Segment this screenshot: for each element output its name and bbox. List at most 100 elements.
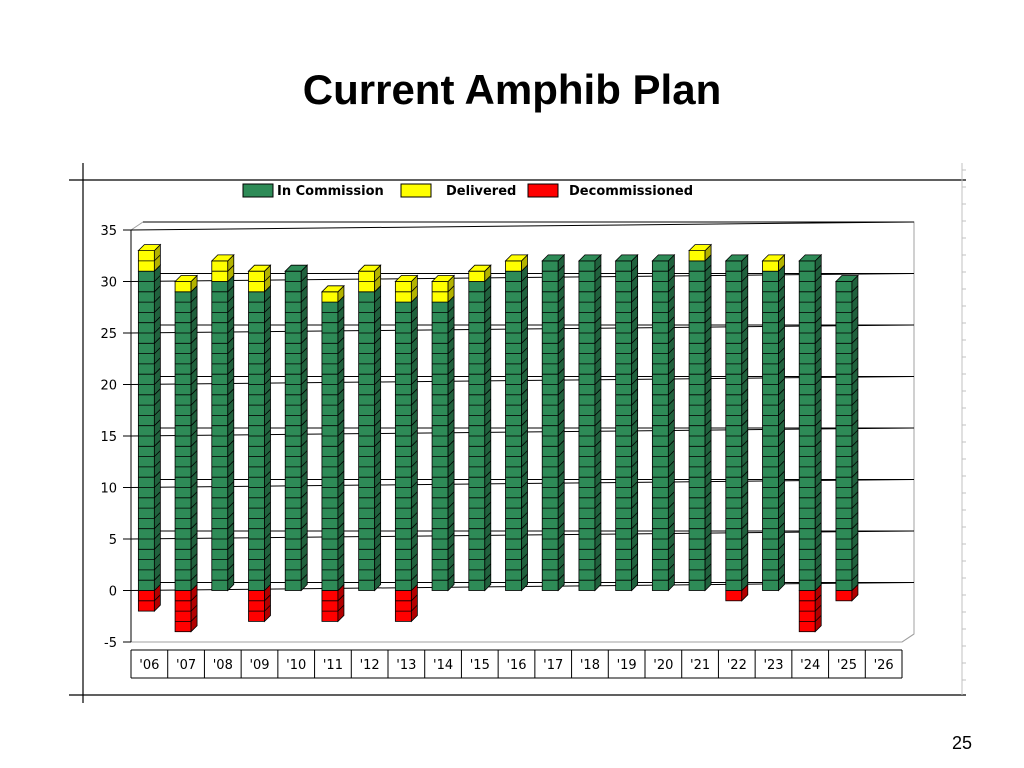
- bar-in-commission-face: [248, 291, 265, 591]
- x-tick-label: '17: [543, 658, 563, 673]
- bar-in-commission-unit-line: [264, 295, 271, 303]
- bar-in-commission-unit-line: [190, 429, 198, 437]
- bar-in-commission-unit-line: [704, 326, 712, 334]
- bar-in-commission-unit-line: [484, 450, 492, 457]
- bar-in-commission-unit-line: [300, 337, 308, 344]
- bar-in-commission-unit-line: [154, 543, 161, 550]
- bar-in-commission-unit-line: [190, 512, 198, 519]
- bar-in-commission-unit-line: [557, 367, 565, 375]
- bar-in-commission: [174, 284, 198, 592]
- bar-in-commission-unit-line: [337, 388, 345, 396]
- bar-in-commission-unit-line: [411, 553, 418, 560]
- bar-in-commission-unit-line: [778, 553, 785, 560]
- bar-in-commission-unit-line: [300, 378, 308, 385]
- bar-in-commission-unit-line: [704, 378, 712, 385]
- bar-in-commission-unit-line: [594, 573, 602, 581]
- bar-in-commission-unit-line: [778, 573, 785, 581]
- bar-in-commission-unit-line: [337, 522, 345, 529]
- bar-in-commission-unit-line: [521, 285, 528, 293]
- bar-in-commission-unit-line: [447, 367, 455, 375]
- bar-top-cap: [137, 244, 162, 252]
- bar-top-cap: [320, 285, 345, 293]
- bar-in-commission-unit-line: [300, 419, 308, 426]
- bar-in-commission-unit-line: [557, 378, 565, 385]
- bar-in-commission-unit-line: [447, 388, 455, 396]
- bar-in-commission-unit-line: [778, 512, 785, 519]
- bar-in-commission-unit-line: [851, 563, 859, 571]
- bar-in-commission-unit-line: [741, 306, 749, 313]
- bar-in-commission-unit-line: [741, 275, 749, 282]
- bar-in-commission-unit-line: [411, 491, 418, 499]
- x-tick-label: '08: [213, 658, 233, 673]
- bar-in-commission-unit-line: [668, 460, 675, 468]
- bar-in-commission-unit-line: [227, 398, 235, 406]
- bar-in-commission-unit-line: [337, 573, 345, 581]
- bar-in-commission-unit-line: [704, 440, 712, 447]
- bar-in-commission-unit-line: [594, 522, 602, 529]
- bar-in-commission-unit-line: [814, 275, 822, 282]
- bar-in-commission-unit-line: [778, 378, 785, 385]
- bar-in-commission-unit-line: [227, 553, 235, 560]
- bar-in-commission-unit-line: [704, 573, 712, 581]
- bar-in-commission-unit-line: [374, 337, 381, 344]
- bar-in-commission-unit-line: [778, 532, 785, 540]
- bar-in-commission-unit-line: [190, 573, 198, 581]
- x-tick-label: '12: [360, 658, 380, 673]
- bar-in-commission-unit-line: [631, 522, 638, 529]
- bar-in-commission-unit-line: [631, 367, 638, 375]
- bar-in-commission-unit-line: [264, 573, 271, 581]
- bar-in-commission-unit-line: [668, 470, 675, 478]
- bar-top-cap: [431, 275, 456, 282]
- bar-top-cap: [688, 244, 713, 252]
- bar-in-commission-unit-line: [337, 553, 345, 560]
- bar-in-commission-unit-line: [374, 512, 381, 519]
- bar-in-commission-unit-line: [337, 378, 345, 385]
- bar-in-commission-unit-line: [557, 316, 565, 323]
- bar-in-commission-unit-line: [557, 553, 565, 560]
- bar-in-commission-unit-line: [668, 553, 675, 560]
- bar-in-commission-unit-line: [521, 450, 528, 457]
- bar-in-commission-unit-line: [521, 491, 528, 499]
- bar-in-commission-unit-line: [447, 543, 455, 550]
- bar-in-commission-unit-line: [264, 491, 271, 499]
- bar-in-commission-side: [374, 284, 382, 592]
- bar-in-commission-unit-line: [154, 532, 161, 540]
- bar-decommissioned-unit-line: [411, 594, 418, 602]
- bar-in-commission-unit-line: [594, 481, 602, 488]
- bar-delivered-face: [762, 260, 779, 272]
- bar-in-commission-unit-line: [154, 563, 161, 571]
- bar-in-commission-unit-line: [668, 409, 675, 416]
- bar-in-commission-unit-line: [374, 306, 381, 313]
- bar-top-cap: [577, 254, 602, 262]
- bar-in-commission-unit-line: [594, 285, 602, 293]
- bar-in-commission-unit-line: [631, 481, 638, 488]
- bar-in-commission-unit-line: [557, 409, 565, 416]
- bar-in-commission-unit-line: [814, 563, 822, 571]
- bar-in-commission-unit-line: [814, 440, 822, 447]
- bar-in-commission-unit-line: [557, 388, 565, 396]
- bar-in-commission-unit-line: [851, 409, 859, 416]
- bar-in-commission-unit-line: [594, 553, 602, 560]
- bar-in-commission-unit-line: [190, 326, 198, 334]
- bar-in-commission-unit-line: [190, 440, 198, 447]
- bar-in-commission-unit-line: [264, 563, 271, 571]
- bar-in-commission-unit-line: [631, 573, 638, 581]
- bar-in-commission-unit-line: [704, 337, 712, 344]
- bar-in-commission-unit-line: [594, 326, 602, 334]
- bar-in-commission-unit-line: [704, 306, 712, 313]
- bar-in-commission-unit-line: [337, 347, 345, 354]
- bar-top-cap: [724, 254, 749, 262]
- bar-in-commission-unit-line: [190, 357, 198, 365]
- bar-decommissioned-unit-line: [264, 594, 271, 602]
- bar-in-commission-unit-line: [741, 326, 749, 334]
- bar-in-commission-unit-line: [851, 306, 859, 313]
- bar-in-commission-unit-line: [778, 367, 785, 375]
- bar-delivered-unit-line: [411, 285, 418, 293]
- x-tick-label: '15: [470, 658, 490, 673]
- bar-in-commission-unit-line: [411, 409, 418, 416]
- bar-in-commission-unit-line: [227, 357, 235, 365]
- bar-in-commission-unit-line: [300, 347, 308, 354]
- bar-in-commission-face: [505, 270, 522, 591]
- bar-in-commission-unit-line: [264, 316, 271, 323]
- bar-in-commission: [468, 274, 492, 592]
